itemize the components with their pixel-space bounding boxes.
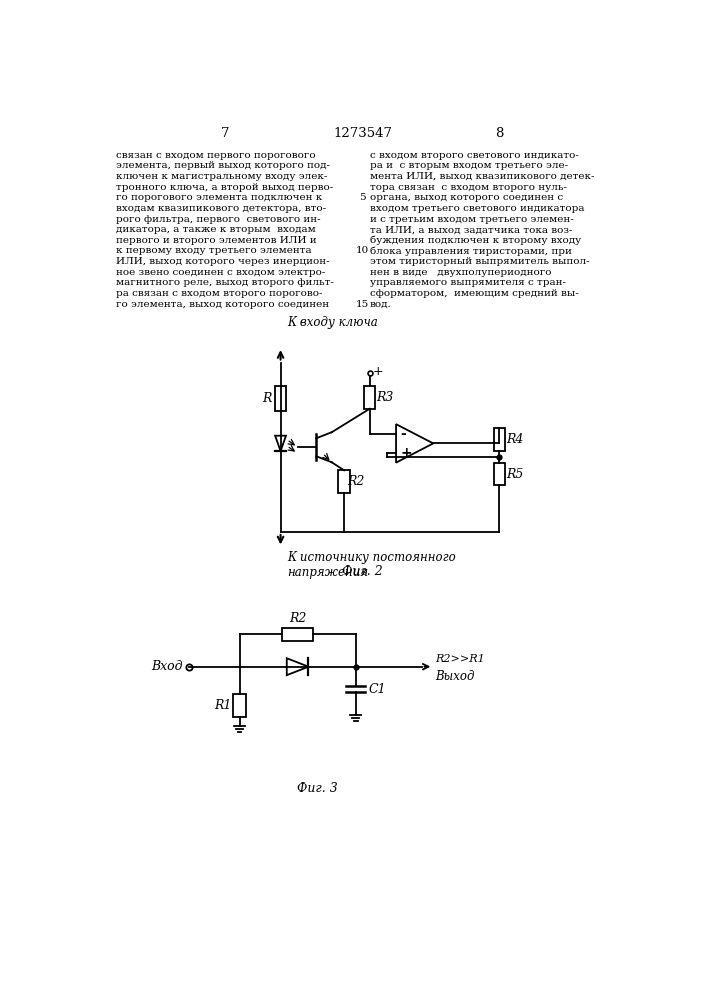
Text: R4: R4 <box>506 433 523 446</box>
Text: сформатором,  имеющим средний вы-: сформатором, имеющим средний вы- <box>370 289 578 298</box>
Text: тора связан  с входом второго нуль-: тора связан с входом второго нуль- <box>370 183 567 192</box>
Text: 5: 5 <box>359 193 366 202</box>
Text: +: + <box>373 365 383 378</box>
Polygon shape <box>275 436 286 451</box>
Text: 8: 8 <box>495 127 503 140</box>
Text: R3: R3 <box>377 391 394 404</box>
Text: R1: R1 <box>214 699 232 712</box>
Bar <box>282 628 313 641</box>
Text: К входу ключа: К входу ключа <box>287 316 378 329</box>
Text: буждения подключен к второму входу: буждения подключен к второму входу <box>370 236 581 245</box>
Bar <box>338 470 351 493</box>
Text: рого фильтра, первого  светового ин-: рого фильтра, первого светового ин- <box>115 215 320 224</box>
Text: та ИЛИ, а выход задатчика тока воз-: та ИЛИ, а выход задатчика тока воз- <box>370 225 572 234</box>
Text: мента ИЛИ, выход квазипикового детек-: мента ИЛИ, выход квазипикового детек- <box>370 172 594 181</box>
Text: к первому входу третьего элемента: к первому входу третьего элемента <box>115 246 311 255</box>
Text: магнитного реле, выход второго фильт-: магнитного реле, выход второго фильт- <box>115 278 334 287</box>
Text: Фиг. 3: Фиг. 3 <box>297 782 337 795</box>
Text: с входом второго светового индикато-: с входом второго светового индикато- <box>370 151 578 160</box>
Bar <box>493 428 505 451</box>
Text: тронного ключа, а второй выход перво-: тронного ключа, а второй выход перво- <box>115 183 333 192</box>
Polygon shape <box>396 424 433 463</box>
Text: 7: 7 <box>221 127 230 140</box>
Bar <box>233 694 246 717</box>
Text: 10: 10 <box>356 246 369 255</box>
Text: C1: C1 <box>369 683 387 696</box>
Text: этом тиристорный выпрямитель выпол-: этом тиристорный выпрямитель выпол- <box>370 257 590 266</box>
Text: связан с входом первого порогового: связан с входом первого порогового <box>115 151 315 160</box>
Text: R2: R2 <box>347 475 365 488</box>
Text: нен в виде   двухполупериодного: нен в виде двухполупериодного <box>370 268 551 277</box>
Text: входом третьего светового индикатора: входом третьего светового индикатора <box>370 204 584 213</box>
Text: Выход: Выход <box>436 670 475 683</box>
Bar <box>493 463 505 485</box>
Text: -: - <box>401 427 407 441</box>
Text: первого и второго элементов ИЛИ и: первого и второго элементов ИЛИ и <box>115 236 316 245</box>
Text: элемента, первый выход которого под-: элемента, первый выход которого под- <box>115 161 329 170</box>
Text: блока управления тиристорами, при: блока управления тиристорами, при <box>370 246 571 256</box>
Polygon shape <box>287 658 308 675</box>
Text: ра и  с вторым входом третьего эле-: ра и с вторым входом третьего эле- <box>370 161 568 170</box>
Text: ное звено соединен с входом электро-: ное звено соединен с входом электро- <box>115 268 325 277</box>
Text: R: R <box>262 392 271 405</box>
Text: R2: R2 <box>289 612 306 625</box>
Text: К источнику постоянного
напряжения: К источнику постоянного напряжения <box>287 551 455 579</box>
Text: 1273547: 1273547 <box>333 127 392 140</box>
Text: R5: R5 <box>506 468 523 481</box>
Text: входам квазипикового детектора, вто-: входам квазипикового детектора, вто- <box>115 204 326 213</box>
Text: управляемого выпрямителя с тран-: управляемого выпрямителя с тран- <box>370 278 566 287</box>
Bar <box>275 386 286 411</box>
Text: ключен к магистральному входу элек-: ключен к магистральному входу элек- <box>115 172 327 181</box>
Text: ра связан с входом второго порогово-: ра связан с входом второго порогово- <box>115 289 322 298</box>
Text: органа, выход которого соединен с: органа, выход которого соединен с <box>370 193 563 202</box>
Text: +: + <box>401 446 412 460</box>
Text: го элемента, выход которого соединен: го элемента, выход которого соединен <box>115 300 329 309</box>
Text: Вход: Вход <box>151 660 183 673</box>
Text: R2>>R1: R2>>R1 <box>436 654 485 664</box>
Text: го порогового элемента подключен к: го порогового элемента подключен к <box>115 193 322 202</box>
Text: дикатора, а также к вторым  входам: дикатора, а также к вторым входам <box>115 225 315 234</box>
Text: 15: 15 <box>356 300 369 309</box>
Text: ИЛИ, выход которого через инерцион-: ИЛИ, выход которого через инерцион- <box>115 257 329 266</box>
Text: Фиг. 2: Фиг. 2 <box>341 565 382 578</box>
Text: вод.: вод. <box>370 300 392 309</box>
Text: и с третьим входом третьего элемен-: и с третьим входом третьего элемен- <box>370 215 573 224</box>
Bar <box>364 386 375 409</box>
